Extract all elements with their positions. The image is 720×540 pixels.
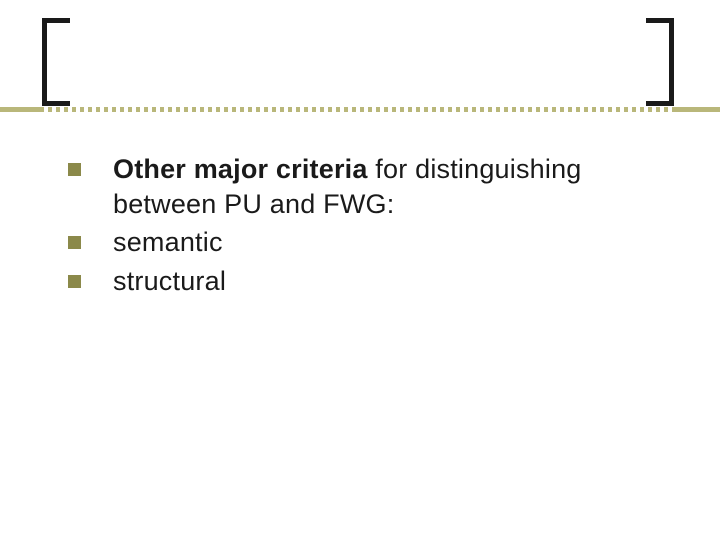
list-item-rest: structural: [113, 266, 226, 296]
list-item: semantic: [68, 225, 674, 260]
list-item: Other major criteria for distinguishing …: [68, 152, 674, 221]
divider: [0, 107, 720, 112]
list-item-text: semantic: [113, 225, 223, 260]
list-item-bold: Other major criteria: [113, 154, 368, 184]
square-bullet-icon: [68, 236, 81, 249]
square-bullet-icon: [68, 275, 81, 288]
list-item: structural: [68, 264, 674, 299]
slide: Other major criteria for distinguishing …: [0, 0, 720, 540]
bullet-list: Other major criteria for distinguishing …: [68, 152, 674, 302]
divider-right: [674, 107, 720, 112]
square-bullet-icon: [68, 163, 81, 176]
title-bracket: [42, 18, 674, 106]
list-item-rest: semantic: [113, 227, 223, 257]
list-item-text: structural: [113, 264, 226, 299]
list-item-text: Other major criteria for distinguishing …: [113, 152, 674, 221]
